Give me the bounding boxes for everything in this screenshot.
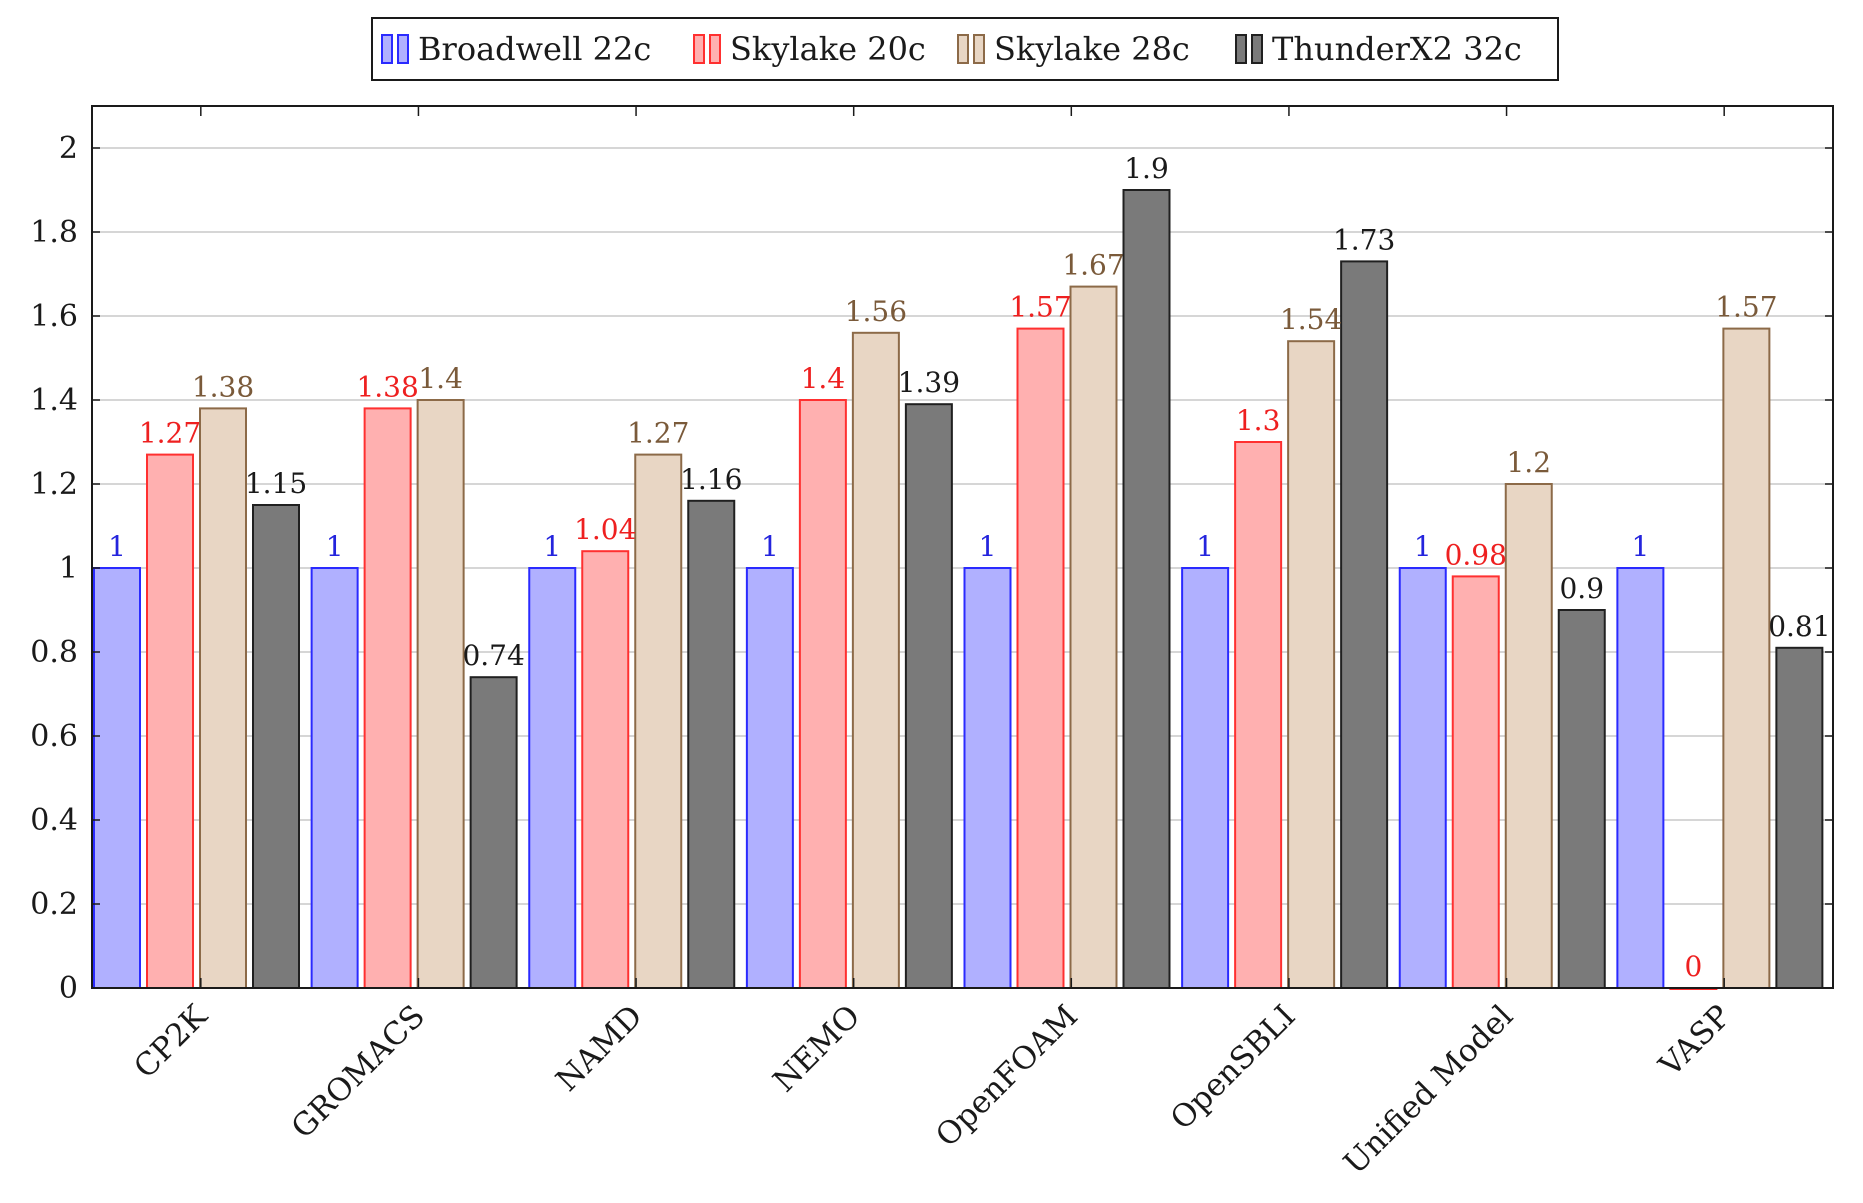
x-tick-label-opensbli: OpenSBLI	[1164, 998, 1303, 1137]
x-tick-label-nemo: NEMO	[766, 998, 867, 1099]
data-label-vasp-skylake-20c: 0	[1684, 950, 1702, 983]
bar-nemo-skylake-20c	[798, 399, 847, 989]
data-label-opensbli-broadwell-22c: 1	[1196, 530, 1214, 563]
legend-swatch-thunderx2-32c-2	[1251, 34, 1263, 64]
data-label-cp2k-skylake-20c: 1.27	[139, 417, 201, 450]
y-tick-label: 1.8	[30, 215, 78, 250]
bar-vasp-thunderx2-32c	[1775, 646, 1824, 989]
data-label-unified-model-skylake-28c: 1.2	[1506, 446, 1551, 479]
data-label-vasp-skylake-28c: 1.57	[1715, 291, 1777, 324]
bar-opensbli-skylake-20c	[1234, 441, 1283, 989]
y-tick-label: 1	[59, 551, 78, 586]
legend: Broadwell 22c Skylake 20c Skylake 28c Thund…	[371, 17, 1559, 81]
legend-label-broadwell-22c: Broadwell 22c	[418, 30, 651, 68]
bar-openfoam-broadwell-22c	[963, 567, 1012, 989]
y-tick-label: 1.4	[30, 383, 78, 418]
bar-openfoam-skylake-28c	[1069, 285, 1118, 990]
legend-swatch-broadwell-22c	[381, 34, 393, 64]
x-tick-label-vasp: VASP	[1652, 998, 1738, 1084]
bar-openfoam-skylake-20c	[1016, 327, 1065, 990]
y-tick-label: 1.6	[30, 299, 78, 334]
data-label-gromacs-broadwell-22c: 1	[326, 530, 344, 563]
bar-namd-thunderx2-32c	[687, 499, 736, 989]
bar-opensbli-broadwell-22c	[1181, 567, 1230, 989]
y-tick-label: 0.4	[30, 803, 78, 838]
y-tick-label: 0	[59, 971, 78, 1006]
bar-unified-model-thunderx2-32c	[1557, 609, 1606, 989]
bar-nemo-skylake-28c	[851, 331, 900, 989]
legend-label-skylake-28c: Skylake 28c	[994, 30, 1190, 68]
bar-unified-model-broadwell-22c	[1398, 567, 1447, 989]
x-tick-label-openfoam: OpenFOAM	[929, 998, 1085, 1154]
data-label-gromacs-thunderx2-32c: 0.74	[462, 639, 524, 672]
y-tick-label: 0.2	[30, 887, 78, 922]
data-label-nemo-thunderx2-32c: 1.39	[898, 366, 960, 399]
bar-opensbli-skylake-28c	[1287, 340, 1336, 989]
data-label-openfoam-broadwell-22c: 1	[979, 530, 997, 563]
bars	[93, 189, 1824, 990]
data-label-unified-model-broadwell-22c: 1	[1414, 530, 1432, 563]
bar-openfoam-thunderx2-32c	[1122, 189, 1171, 989]
bar-unified-model-skylake-28c	[1504, 483, 1553, 989]
bar-namd-skylake-20c	[581, 550, 630, 989]
data-label-vasp-thunderx2-32c: 0.81	[1768, 610, 1830, 643]
legend-swatch-skylake-28c-2	[973, 34, 985, 64]
bar-cp2k-skylake-20c	[146, 453, 194, 990]
bar-cp2k-skylake-28c	[199, 407, 247, 989]
bar-gromacs-broadwell-22c	[310, 567, 359, 989]
data-label-namd-broadwell-22c: 1	[543, 530, 561, 563]
data-label-namd-skylake-28c: 1.27	[627, 417, 689, 450]
data-label-unified-model-skylake-20c: 0.98	[1445, 538, 1507, 571]
y-tick-label: 2	[59, 131, 78, 166]
bar-gromacs-skylake-20c	[363, 407, 412, 989]
bar-vasp-skylake-28c	[1722, 327, 1771, 990]
data-label-unified-model-thunderx2-32c: 0.9	[1559, 572, 1604, 605]
data-label-nemo-skylake-20c: 1.4	[801, 362, 846, 395]
bar-nemo-thunderx2-32c	[904, 403, 953, 989]
data-label-nemo-skylake-28c: 1.56	[845, 295, 907, 328]
data-label-openfoam-thunderx2-32c: 1.9	[1124, 152, 1169, 185]
data-label-cp2k-broadwell-22c: 1	[108, 530, 126, 563]
y-tick-label: 0.6	[30, 719, 78, 754]
bar-namd-broadwell-22c	[528, 567, 577, 989]
data-label-cp2k-skylake-28c: 1.38	[192, 370, 254, 403]
legend-swatch-skylake-20c-2	[709, 34, 721, 64]
bar-nemo-broadwell-22c	[745, 567, 794, 989]
data-label-namd-skylake-20c: 1.04	[574, 513, 636, 546]
data-label-gromacs-skylake-20c: 1.38	[356, 370, 418, 403]
legend-swatch-broadwell-22c-2	[397, 34, 409, 64]
bar-unified-model-skylake-20c	[1451, 575, 1500, 990]
data-label-nemo-broadwell-22c: 1	[761, 530, 779, 563]
bar-gromacs-thunderx2-32c	[469, 676, 518, 989]
bar-gromacs-skylake-28c	[416, 399, 465, 989]
data-label-namd-thunderx2-32c: 1.16	[680, 463, 742, 496]
bar-cp2k-broadwell-22c	[93, 567, 141, 989]
x-tick-label-unified-model: Unified Model	[1337, 998, 1520, 1181]
data-label-opensbli-skylake-20c: 1.3	[1236, 404, 1281, 437]
data-label-vasp-broadwell-22c: 1	[1631, 530, 1649, 563]
y-tick-label: 1.2	[30, 467, 78, 502]
y-tick-label: 0.8	[30, 635, 78, 670]
plot-frame	[91, 105, 1834, 989]
legend-swatch-skylake-20c	[693, 34, 705, 64]
data-label-cp2k-thunderx2-32c: 1.15	[245, 467, 307, 500]
bar-namd-skylake-28c	[634, 453, 683, 990]
data-label-opensbli-skylake-28c: 1.54	[1280, 303, 1342, 336]
x-tick-label-cp2k: CP2K	[127, 998, 215, 1086]
x-tick-label-namd: NAMD	[549, 998, 649, 1098]
legend-swatch-thunderx2-32c	[1235, 34, 1247, 64]
data-label-opensbli-thunderx2-32c: 1.73	[1333, 223, 1395, 256]
legend-label-thunderx2-32c: ThunderX2 32c	[1272, 30, 1522, 68]
data-label-openfoam-skylake-20c: 1.57	[1009, 291, 1071, 324]
bar-vasp-broadwell-22c	[1616, 567, 1665, 989]
legend-swatch-skylake-28c	[957, 34, 969, 64]
legend-label-skylake-20c: Skylake 20c	[730, 30, 926, 68]
bar-cp2k-thunderx2-32c	[252, 504, 300, 989]
data-label-openfoam-skylake-28c: 1.67	[1062, 249, 1124, 282]
data-label-gromacs-skylake-28c: 1.4	[418, 362, 463, 395]
bar-opensbli-thunderx2-32c	[1340, 260, 1389, 989]
x-tick-label-gromacs: GROMACS	[285, 998, 433, 1146]
